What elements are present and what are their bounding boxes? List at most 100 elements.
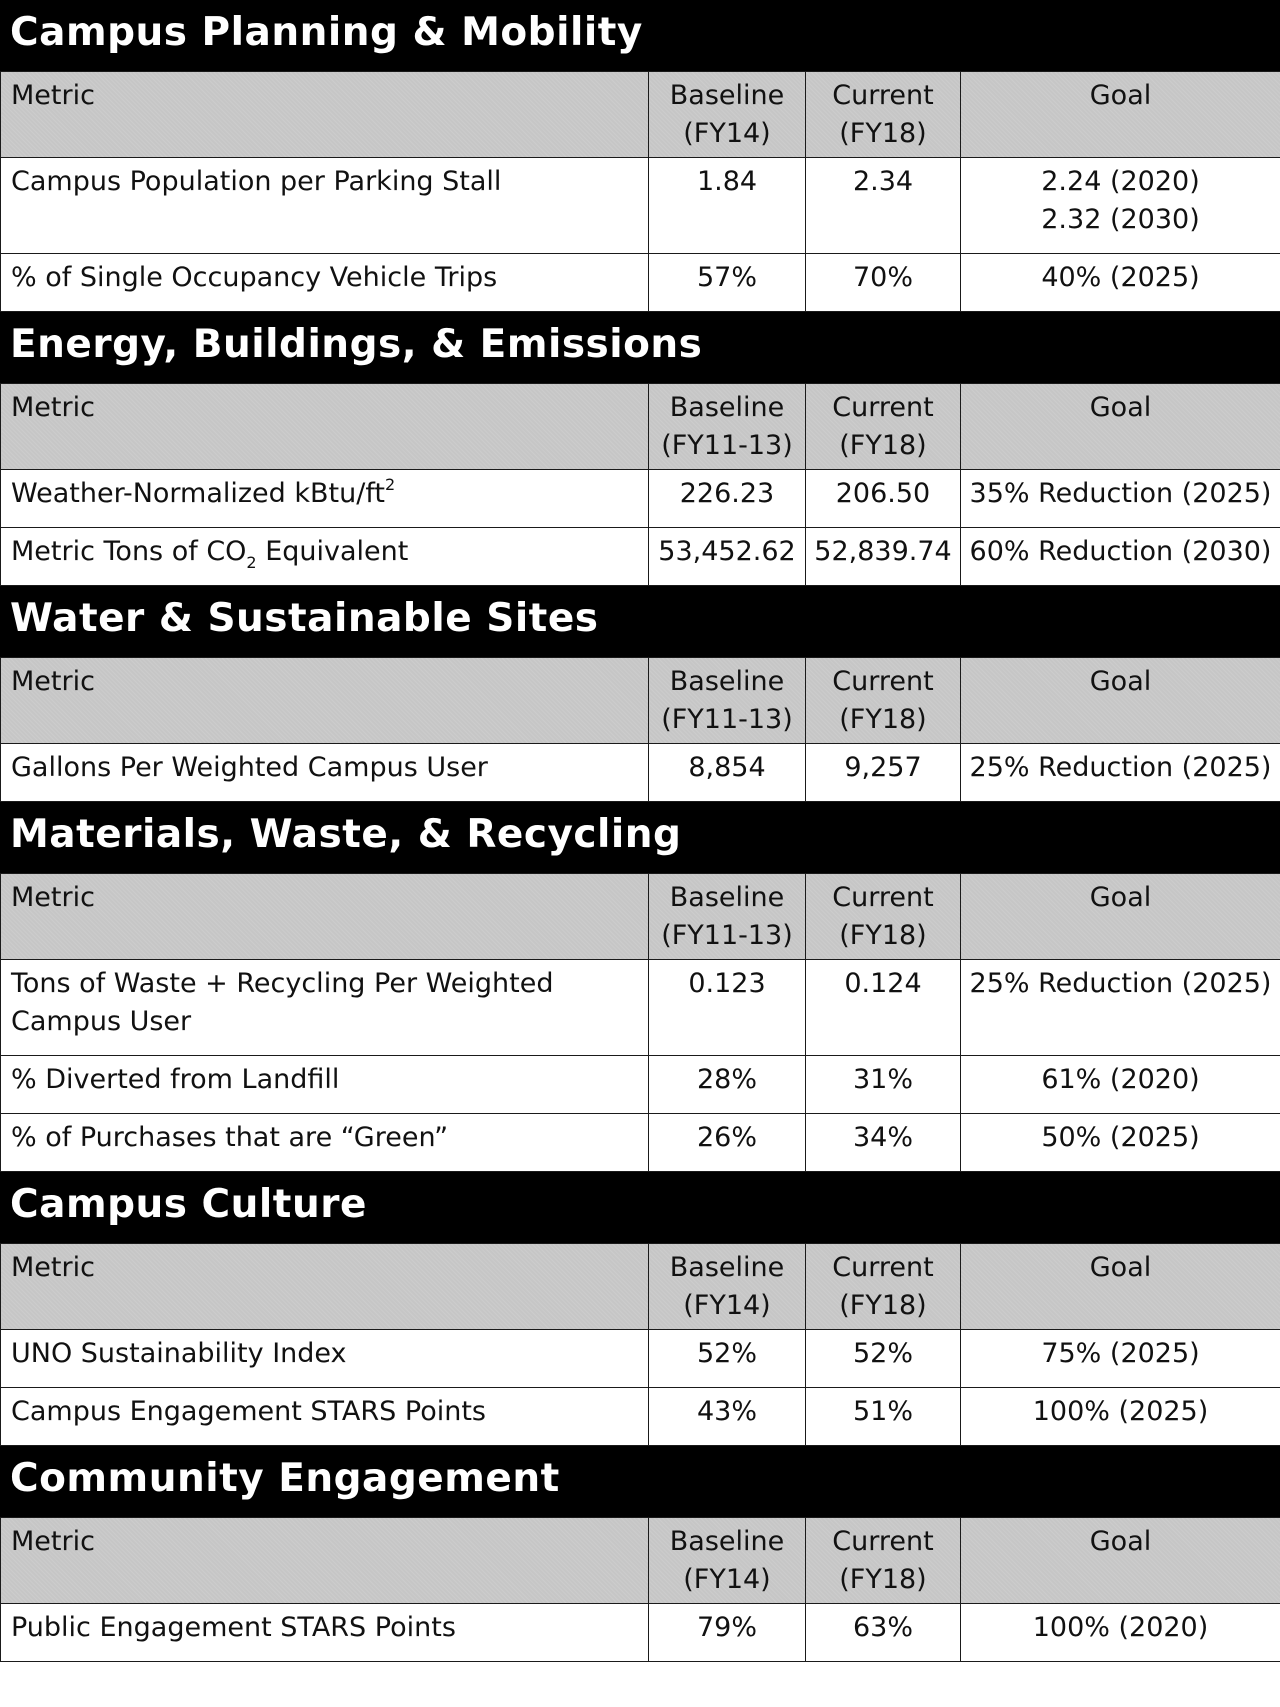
header-current: Current (FY18) <box>805 1243 961 1330</box>
header-metric: Metric <box>0 657 649 744</box>
baseline-cell: 8,854 <box>648 743 806 802</box>
baseline-cell: 43% <box>648 1387 806 1446</box>
current-cell: 206.50 <box>805 469 961 528</box>
table-header-row: Metric Baseline (FY14) Current (FY18) Goal <box>0 1243 1280 1330</box>
goal-cell: 60% Reduction (2030) <box>960 527 1280 586</box>
header-metric: Metric <box>0 71 649 158</box>
header-metric: Metric <box>0 1517 649 1604</box>
header-current-period: (FY18) <box>839 118 927 149</box>
goal-cell: 61% (2020) <box>960 1055 1280 1114</box>
table-row: % of Single Occupancy Vehicle Trips 57% … <box>0 253 1280 312</box>
current-cell: 63% <box>805 1603 961 1662</box>
header-current: Current (FY18) <box>805 71 961 158</box>
goal-cell: 100% (2020) <box>960 1603 1280 1662</box>
table-row: Gallons Per Weighted Campus User 8,854 9… <box>0 743 1280 802</box>
metric-subscript: 2 <box>246 553 257 572</box>
header-goal: Goal <box>960 1243 1280 1330</box>
section-title: Water & Sustainable Sites <box>0 586 1280 657</box>
header-goal: Goal <box>960 383 1280 470</box>
table-header-row: Metric Baseline (FY11-13) Current (FY18) G… <box>0 657 1280 744</box>
header-metric: Metric <box>0 383 649 470</box>
baseline-cell: 28% <box>648 1055 806 1114</box>
metric-cell: Weather-Normalized kBtu/ft2 <box>0 469 649 528</box>
table-row: Metric Tons of CO2 Equivalent 53,452.62 … <box>0 527 1280 586</box>
header-current: Current (FY18) <box>805 657 961 744</box>
header-current: Current (FY18) <box>805 383 961 470</box>
goal-cell: 25% Reduction (2025) <box>960 743 1280 802</box>
metrics-table: Metric Baseline (FY11-13) Current (FY18) G… <box>0 873 1280 1172</box>
table-row: Public Engagement STARS Points 79% 63% 1… <box>0 1603 1280 1662</box>
header-current-label: Current <box>832 1526 934 1557</box>
metrics-table: Metric Baseline (FY14) Current (FY18) Goal… <box>0 71 1280 312</box>
header-baseline: Baseline (FY11-13) <box>648 383 806 470</box>
header-baseline-period: (FY11-13) <box>661 920 793 951</box>
header-baseline: Baseline (FY11-13) <box>648 657 806 744</box>
table-row: % of Purchases that are “Green” 26% 34% … <box>0 1113 1280 1172</box>
header-baseline-period: (FY11-13) <box>661 430 793 461</box>
header-baseline: Baseline (FY14) <box>648 1243 806 1330</box>
section-title: Energy, Buildings, & Emissions <box>0 312 1280 383</box>
goal-cell: 75% (2025) <box>960 1329 1280 1388</box>
header-goal: Goal <box>960 657 1280 744</box>
current-cell: 0.124 <box>805 959 961 1056</box>
header-baseline-label: Baseline <box>669 80 785 111</box>
section-materials-waste-recycling: Materials, Waste, & Recycling Metric Bas… <box>0 802 1280 1172</box>
metric-text: Weather-Normalized kBtu/ft <box>11 478 385 509</box>
header-baseline-label: Baseline <box>669 666 785 697</box>
section-title: Community Engagement <box>0 1446 1280 1517</box>
metric-cell: Tons of Waste + Recycling Per Weighted Ca… <box>0 959 649 1056</box>
table-row: UNO Sustainability Index 52% 52% 75% (20… <box>0 1329 1280 1388</box>
header-baseline: Baseline (FY14) <box>648 71 806 158</box>
goal-value-secondary: 2.32 (2030) <box>1041 204 1200 235</box>
table-header-row: Metric Baseline (FY11-13) Current (FY18) G… <box>0 873 1280 960</box>
goal-cell: 2.24 (2020) 2.32 (2030) <box>960 157 1280 254</box>
table-row: Tons of Waste + Recycling Per Weighted Ca… <box>0 959 1280 1056</box>
header-baseline: Baseline (FY14) <box>648 1517 806 1604</box>
section-campus-planning-mobility: Campus Planning & Mobility Metric Baseli… <box>0 0 1280 312</box>
baseline-cell: 26% <box>648 1113 806 1172</box>
header-current-label: Current <box>832 666 934 697</box>
current-cell: 51% <box>805 1387 961 1446</box>
baseline-cell: 52% <box>648 1329 806 1388</box>
current-cell: 31% <box>805 1055 961 1114</box>
header-current-period: (FY18) <box>839 1564 927 1595</box>
metric-text: Metric Tons of CO <box>11 536 247 567</box>
table-header-row: Metric Baseline (FY14) Current (FY18) Goal <box>0 1517 1280 1604</box>
baseline-cell: 226.23 <box>648 469 806 528</box>
current-cell: 70% <box>805 253 961 312</box>
goal-value: 2.24 (2020) <box>1041 166 1200 197</box>
metric-cell: UNO Sustainability Index <box>0 1329 649 1388</box>
table-header-row: Metric Baseline (FY11-13) Current (FY18) G… <box>0 383 1280 470</box>
section-community-engagement: Community Engagement Metric Baseline (FY1… <box>0 1446 1280 1662</box>
goal-cell: 40% (2025) <box>960 253 1280 312</box>
metrics-table: Metric Baseline (FY11-13) Current (FY18) G… <box>0 657 1280 802</box>
baseline-cell: 0.123 <box>648 959 806 1056</box>
header-goal: Goal <box>960 71 1280 158</box>
metric-text: Tons of Waste + Recycling Per Weighted <box>11 968 554 999</box>
header-baseline-label: Baseline <box>669 882 785 913</box>
baseline-cell: 79% <box>648 1603 806 1662</box>
header-baseline-label: Baseline <box>669 392 785 423</box>
header-current: Current (FY18) <box>805 1517 961 1604</box>
header-goal: Goal <box>960 873 1280 960</box>
header-baseline-period: (FY14) <box>683 1564 771 1595</box>
current-cell: 2.34 <box>805 157 961 254</box>
header-goal: Goal <box>960 1517 1280 1604</box>
metrics-table: Metric Baseline (FY14) Current (FY18) Goal… <box>0 1517 1280 1662</box>
baseline-cell: 1.84 <box>648 157 806 254</box>
metric-superscript: 2 <box>384 475 396 494</box>
metrics-table: Metric Baseline (FY11-13) Current (FY18) G… <box>0 383 1280 586</box>
header-baseline: Baseline (FY11-13) <box>648 873 806 960</box>
section-energy-buildings-emissions: Energy, Buildings, & Emissions Metric Ba… <box>0 312 1280 586</box>
metrics-table: Metric Baseline (FY14) Current (FY18) Goal… <box>0 1243 1280 1446</box>
current-cell: 52,839.74 <box>805 527 961 586</box>
goal-cell: 100% (2025) <box>960 1387 1280 1446</box>
header-current-label: Current <box>832 882 934 913</box>
metric-cell: Campus Engagement STARS Points <box>0 1387 649 1446</box>
current-cell: 34% <box>805 1113 961 1172</box>
header-baseline-period: (FY11-13) <box>661 704 793 735</box>
header-baseline-label: Baseline <box>669 1526 785 1557</box>
header-current-label: Current <box>832 1252 934 1283</box>
sustainability-metrics-page: Campus Planning & Mobility Metric Baseli… <box>0 0 1280 1662</box>
goal-cell: 50% (2025) <box>960 1113 1280 1172</box>
